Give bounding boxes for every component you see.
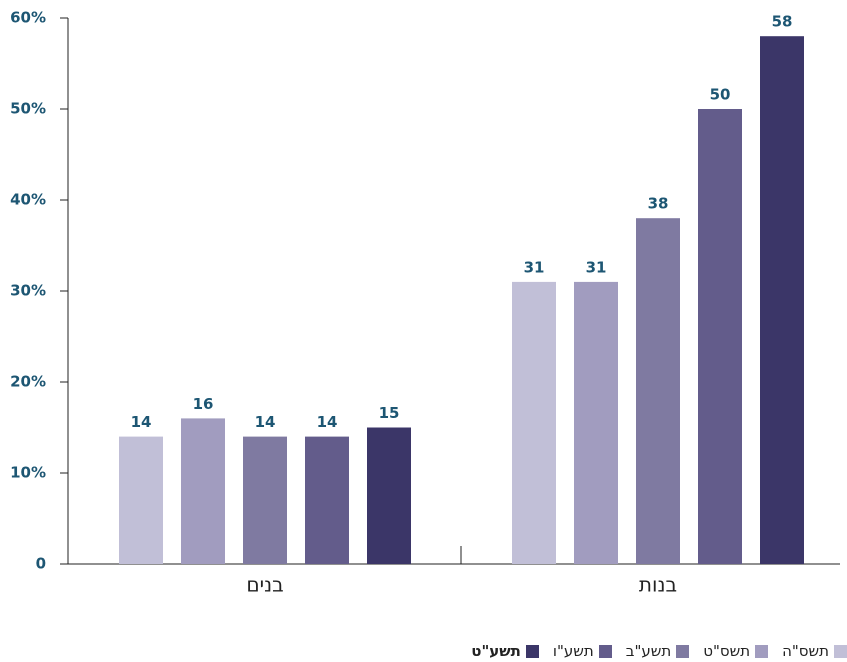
value-label: 31 (586, 258, 607, 276)
legend-item: תשס"ט (703, 640, 769, 662)
legend-item: תשס"ה (782, 640, 847, 662)
bar (698, 109, 742, 564)
legend-swatch (834, 644, 847, 658)
bar (760, 36, 804, 564)
legend-item: תשע"ט (471, 640, 539, 662)
value-label: 14 (317, 413, 338, 431)
value-label: 14 (255, 413, 276, 431)
legend-label: תשס"ט (703, 642, 751, 660)
bar (119, 436, 163, 564)
bar (636, 218, 680, 564)
value-label: 15 (379, 404, 400, 422)
y-tick-label: 50% (10, 100, 46, 118)
value-label: 31 (524, 258, 545, 276)
x-category-label: בנים (246, 573, 283, 597)
value-label: 50 (710, 86, 731, 104)
bar (305, 436, 349, 564)
legend-item: תשע"ו (553, 640, 612, 662)
legend-swatch (598, 644, 612, 658)
y-tick-label: 40% (10, 191, 46, 209)
legend-label: תשע"ב (625, 642, 672, 660)
y-tick-label: 20% (10, 373, 46, 391)
bar (367, 427, 411, 564)
legend-swatch (676, 644, 690, 658)
legend-swatch (755, 644, 769, 658)
x-category-label: בנות (639, 573, 677, 597)
value-label: 38 (648, 195, 669, 213)
bar (574, 281, 618, 564)
bar (181, 418, 225, 564)
value-label: 58 (772, 13, 793, 31)
legend-item: תשע"ב (625, 640, 690, 662)
legend-label: תשע"ו (552, 642, 594, 660)
bar (512, 281, 556, 564)
value-label: 16 (193, 395, 214, 413)
value-label: 14 (131, 413, 152, 431)
y-tick-label: 0 (36, 555, 46, 573)
legend: תשס"ה תשס"ט תשע"ב תשע"ו תשע"ט (0, 640, 847, 662)
legend-swatch (525, 644, 539, 658)
legend-label: תשס"ה (782, 642, 829, 660)
bar (243, 436, 287, 564)
legend-label: תשע"ט (471, 642, 521, 660)
y-tick-label: 30% (10, 282, 46, 300)
y-tick-label: 10% (10, 464, 46, 482)
y-tick-label: 60% (10, 9, 46, 27)
chart: 0 10% 20% 30% 40% 50% 60% בנים 14 16 14 14 15 בנות 31 3… (10, 9, 840, 597)
